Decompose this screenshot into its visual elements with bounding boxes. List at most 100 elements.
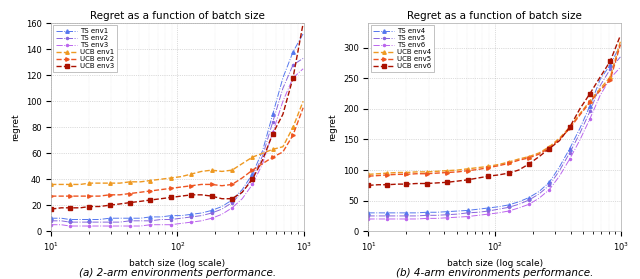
TS env3 <box>85 224 93 228</box>
TS env2 <box>259 154 266 158</box>
TS env3 <box>95 224 103 228</box>
UCB env3 <box>269 132 276 135</box>
UCB env1 <box>300 100 307 103</box>
TS env2 <box>126 219 134 222</box>
TS env1 <box>248 172 256 176</box>
TS env1 <box>106 217 113 220</box>
TS env3 <box>106 224 113 228</box>
Line: UCB env1: UCB env1 <box>49 100 305 186</box>
TS env1 <box>157 215 164 218</box>
TS env2 <box>208 211 216 215</box>
TS env2 <box>167 218 175 221</box>
TS env1 <box>228 198 236 202</box>
TS env6 <box>474 214 482 217</box>
UCB env3 <box>300 21 307 25</box>
UCB env5 <box>383 173 391 177</box>
UCB env6 <box>576 107 584 110</box>
UCB env1 <box>137 180 145 184</box>
TS env6 <box>413 217 420 221</box>
TS env6 <box>454 215 461 219</box>
UCB env5 <box>545 146 553 150</box>
UCB env4 <box>495 163 502 166</box>
UCB env2 <box>116 193 124 196</box>
TS env6 <box>374 217 382 221</box>
TS env4 <box>374 211 382 215</box>
TS env3 <box>279 100 287 103</box>
TS env2 <box>47 219 55 222</box>
UCB env2 <box>228 183 236 186</box>
UCB env3 <box>106 204 113 207</box>
UCB env4 <box>444 169 451 172</box>
Line: TS env6: TS env6 <box>367 65 623 221</box>
UCB env2 <box>95 194 103 198</box>
Legend: TS env4, TS env5, TS env6, UCB env4, UCB env5, UCB env6: TS env4, TS env5, TS env6, UCB env4, UCB… <box>371 25 434 72</box>
UCB env6 <box>535 155 543 158</box>
TS env3 <box>269 131 276 134</box>
UCB env3 <box>259 158 266 162</box>
UCB env2 <box>126 192 134 195</box>
UCB env2 <box>177 185 185 189</box>
UCB env3 <box>85 205 93 208</box>
TS env3 <box>77 224 84 228</box>
Line: TS env2: TS env2 <box>49 56 305 224</box>
UCB env2 <box>300 106 307 109</box>
UCB env1 <box>77 183 84 186</box>
UCB env6 <box>505 171 513 175</box>
TS env6 <box>607 77 614 80</box>
UCB env3 <box>228 197 236 200</box>
UCB env4 <box>383 171 391 175</box>
TS env1 <box>167 214 175 217</box>
TS env3 <box>248 183 256 186</box>
UCB env1 <box>248 155 256 159</box>
UCB env2 <box>157 188 164 191</box>
UCB env4 <box>586 99 594 103</box>
TS env6 <box>464 215 472 218</box>
UCB env6 <box>464 178 472 182</box>
UCB env6 <box>365 184 372 187</box>
UCB env6 <box>616 34 624 37</box>
TS env2 <box>137 219 145 222</box>
TS env1 <box>218 205 226 208</box>
UCB env2 <box>47 194 55 198</box>
Legend: TS env1, TS env2, TS env3, UCB env1, UCB env2, UCB env3: TS env1, TS env2, TS env3, UCB env1, UCB… <box>53 25 116 72</box>
TS env6 <box>525 203 533 206</box>
TS env5 <box>616 55 624 59</box>
UCB env3 <box>47 208 55 211</box>
Line: TS env5: TS env5 <box>367 55 623 218</box>
UCB env2 <box>279 150 287 154</box>
TS env5 <box>586 110 594 113</box>
UCB env6 <box>525 162 533 166</box>
TS env3 <box>147 223 154 226</box>
UCB env4 <box>505 160 513 164</box>
UCB env5 <box>413 172 420 175</box>
UCB env4 <box>607 75 614 79</box>
TS env5 <box>505 206 513 209</box>
UCB env3 <box>95 205 103 208</box>
UCB env1 <box>147 179 154 182</box>
TS env3 <box>47 223 55 226</box>
TS env2 <box>177 217 185 220</box>
TS env6 <box>535 196 543 200</box>
UCB env5 <box>474 168 482 171</box>
Line: UCB env3: UCB env3 <box>49 21 305 211</box>
TS env1 <box>177 214 185 217</box>
UCB env5 <box>444 171 451 174</box>
TS env2 <box>58 219 65 222</box>
UCB env5 <box>394 173 401 176</box>
TS env1 <box>208 209 216 212</box>
UCB env3 <box>157 197 164 200</box>
TS env5 <box>403 214 410 218</box>
TS env4 <box>433 211 441 214</box>
TS env3 <box>188 220 195 224</box>
TS env3 <box>218 213 226 216</box>
UCB env6 <box>403 182 410 186</box>
TS env5 <box>423 214 431 217</box>
TS env3 <box>208 217 216 220</box>
UCB env4 <box>535 151 543 155</box>
TS env2 <box>66 220 74 224</box>
UCB env4 <box>433 170 441 173</box>
TS env1 <box>259 149 266 152</box>
UCB env6 <box>566 126 573 129</box>
TS env5 <box>607 68 614 71</box>
UCB env1 <box>85 181 93 185</box>
